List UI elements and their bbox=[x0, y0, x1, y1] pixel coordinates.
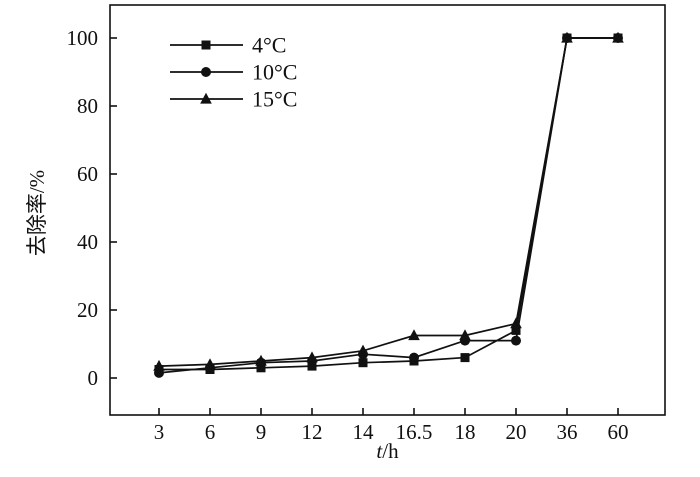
legend: 4°C10°C15°C bbox=[170, 33, 297, 112]
data-point-marker bbox=[256, 363, 266, 373]
data-point-marker bbox=[511, 335, 521, 346]
data-point-marker bbox=[511, 325, 521, 335]
legend-circle-marker bbox=[201, 67, 211, 77]
data-point-marker bbox=[561, 31, 573, 43]
data-point-marker bbox=[459, 329, 471, 341]
data-point-marker bbox=[153, 359, 165, 371]
x-axis-tick-label: 60 bbox=[608, 420, 629, 444]
data-point-marker bbox=[358, 358, 368, 368]
plot-frame bbox=[109, 4, 666, 416]
x-axis-tick-label: 6 bbox=[205, 420, 216, 444]
y-axis-tick-label: 60 bbox=[77, 162, 98, 186]
x-axis-tick-label: 14 bbox=[353, 420, 375, 444]
data-point-marker bbox=[204, 358, 216, 369]
series-line bbox=[158, 37, 618, 374]
series-circle bbox=[154, 33, 623, 378]
legend-label: 10°C bbox=[252, 60, 297, 85]
data-point-marker bbox=[306, 351, 318, 363]
data-point-marker bbox=[307, 361, 317, 371]
x-axis-tick-label: 36 bbox=[557, 420, 578, 444]
legend-triangle-marker bbox=[200, 92, 212, 104]
y-axis-tick-label: 100 bbox=[67, 26, 99, 50]
data-point-marker bbox=[460, 353, 470, 363]
data-point-marker bbox=[357, 344, 369, 356]
data-point-marker bbox=[408, 329, 420, 341]
x-axis-tick-label: 9 bbox=[256, 420, 267, 444]
legend-label: 15°C bbox=[252, 87, 297, 112]
x-axis-tick-label: 12 bbox=[302, 420, 323, 444]
y-axis-tick-label: 40 bbox=[77, 230, 98, 254]
y-axis-tick-label: 80 bbox=[77, 94, 98, 118]
x-axis-tick-label: 3 bbox=[154, 420, 165, 444]
y-axis-tick-label: 20 bbox=[77, 298, 98, 322]
y-axis-tick-label: 0 bbox=[88, 366, 99, 390]
series-line bbox=[158, 37, 618, 367]
series-triangle bbox=[153, 31, 624, 371]
series-line bbox=[159, 37, 618, 371]
data-point-marker bbox=[612, 31, 624, 43]
legend-label: 4°C bbox=[252, 33, 286, 58]
y-axis-title: 去除率/% bbox=[25, 170, 49, 256]
x-axis-tick-label: 20 bbox=[506, 420, 527, 444]
data-point-marker bbox=[255, 354, 267, 366]
data-point-marker bbox=[510, 317, 522, 329]
x-axis-title: t/h bbox=[376, 439, 399, 463]
legend-square-marker bbox=[201, 40, 211, 50]
x-axis-tick-label: 18 bbox=[455, 420, 476, 444]
data-point-marker bbox=[409, 352, 419, 363]
series-square bbox=[154, 33, 623, 374]
x-axis-tick-label: 16.5 bbox=[396, 420, 433, 444]
